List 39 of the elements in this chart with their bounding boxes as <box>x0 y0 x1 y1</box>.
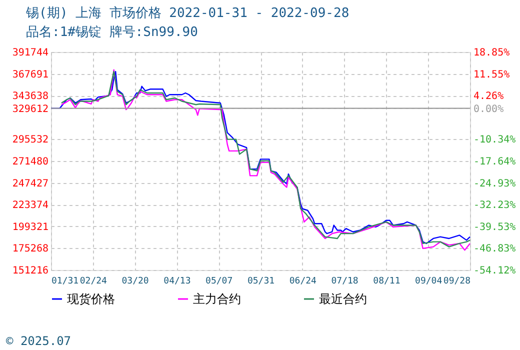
y2-tick-label: 0.00% <box>474 104 504 115</box>
y-tick-label: 367691 <box>12 69 48 80</box>
chart-title: 锡(期) 上海 市场价格 2022-01-31 - 2022-09-28 <box>25 6 350 21</box>
x-tick-label: 02/24 <box>80 276 107 286</box>
legend-label: 主力合约 <box>193 292 241 306</box>
x-tick-label: 05/07 <box>206 276 233 286</box>
y2-tick-label: 4.26% <box>474 91 504 102</box>
y2-tick-label: -54.12% <box>474 266 516 276</box>
x-tick-label: 05/31 <box>247 276 275 286</box>
y-tick-label: 329612 <box>12 104 48 115</box>
y2-tick-label: -17.64% <box>474 156 516 168</box>
y2-tick-label: -32.23% <box>474 200 516 212</box>
x-tick-label: 08/11 <box>373 276 400 286</box>
y2-tick-label: -46.83% <box>474 244 516 255</box>
y2-tick-label: -10.34% <box>474 134 516 146</box>
legend-label: 现货价格 <box>67 292 115 306</box>
x-tick-label: 01/31 <box>52 276 79 286</box>
y-tick-label: 223374 <box>12 200 48 212</box>
y-tick-label: 175268 <box>12 244 48 255</box>
y2-tick-label: 18.85% <box>474 48 510 58</box>
legend-label: 最近合约 <box>319 292 367 306</box>
y-tick-label: 199321 <box>12 222 48 233</box>
x-tick-label: 09/04 <box>415 276 442 286</box>
y-tick-label: 151216 <box>12 266 48 276</box>
x-tick-label: 09/28 <box>443 276 470 286</box>
x-tick-label: 06/24 <box>289 276 316 286</box>
y-tick-label: 247427 <box>12 178 48 190</box>
y-tick-label: 343638 <box>12 91 48 102</box>
y2-tick-label: -24.93% <box>474 178 516 190</box>
x-tick-label: 04/13 <box>164 276 191 286</box>
y-tick-label: 271480 <box>12 156 48 168</box>
y2-tick-label: 11.55% <box>474 69 510 80</box>
x-tick-label: 03/20 <box>122 276 149 286</box>
chart-subtitle: 品名:1#锡锭 牌号:Sn99.90 <box>26 25 198 40</box>
text: © 2025.07 <box>6 334 72 348</box>
y-tick-label: 391744 <box>12 48 48 58</box>
y2-tick-label: -39.53% <box>474 222 516 233</box>
y-tick-label: 295532 <box>12 134 48 146</box>
x-tick-label: 07/18 <box>331 276 358 286</box>
